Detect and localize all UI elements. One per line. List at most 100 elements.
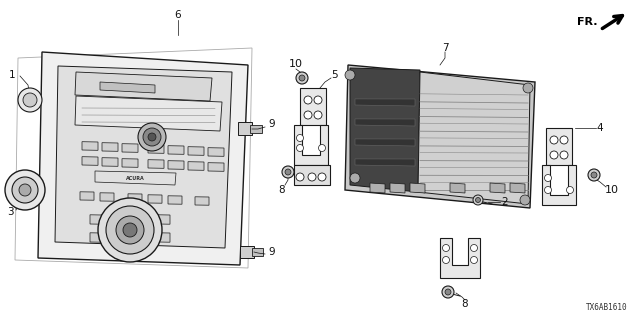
Circle shape [470, 244, 477, 252]
Circle shape [550, 136, 558, 144]
Circle shape [442, 286, 454, 298]
Circle shape [296, 173, 304, 181]
Polygon shape [188, 162, 204, 170]
Circle shape [445, 289, 451, 295]
Text: ACURA: ACURA [125, 175, 145, 180]
Polygon shape [90, 233, 102, 242]
Circle shape [319, 145, 326, 151]
Circle shape [296, 72, 308, 84]
Circle shape [296, 134, 303, 141]
Polygon shape [168, 146, 184, 154]
Polygon shape [542, 165, 576, 205]
Circle shape [545, 187, 552, 194]
Polygon shape [355, 119, 415, 126]
Polygon shape [82, 157, 98, 165]
Text: 10: 10 [605, 185, 619, 195]
Polygon shape [195, 197, 209, 205]
Polygon shape [294, 125, 328, 165]
Circle shape [442, 244, 449, 252]
Text: 5: 5 [332, 70, 339, 80]
Polygon shape [546, 128, 572, 165]
Circle shape [18, 88, 42, 112]
Text: TX6AB1610: TX6AB1610 [586, 303, 628, 312]
Text: 9: 9 [269, 119, 275, 129]
Polygon shape [90, 215, 102, 224]
Polygon shape [128, 194, 142, 202]
Text: 10: 10 [289, 59, 303, 69]
Polygon shape [55, 66, 232, 248]
Circle shape [98, 198, 162, 262]
Circle shape [345, 70, 355, 80]
Polygon shape [38, 52, 248, 265]
Circle shape [314, 96, 322, 104]
Polygon shape [410, 183, 425, 193]
Circle shape [470, 257, 477, 263]
Polygon shape [355, 139, 415, 146]
Polygon shape [418, 72, 530, 204]
Polygon shape [15, 48, 252, 268]
Polygon shape [345, 65, 535, 208]
Polygon shape [370, 183, 385, 193]
Circle shape [12, 177, 38, 203]
Circle shape [296, 145, 303, 151]
Circle shape [123, 223, 137, 237]
Polygon shape [238, 122, 252, 135]
Text: 3: 3 [6, 207, 13, 217]
Polygon shape [188, 147, 204, 155]
Circle shape [299, 75, 305, 81]
Polygon shape [75, 96, 222, 131]
Circle shape [138, 123, 166, 151]
Polygon shape [350, 68, 420, 192]
Polygon shape [390, 183, 405, 193]
Circle shape [550, 151, 558, 159]
Circle shape [304, 111, 312, 119]
Circle shape [523, 83, 533, 93]
Circle shape [318, 173, 326, 181]
Text: 7: 7 [442, 43, 448, 53]
Text: 8: 8 [461, 299, 468, 309]
Polygon shape [510, 183, 525, 193]
Circle shape [282, 166, 294, 178]
Circle shape [520, 195, 530, 205]
Polygon shape [80, 192, 94, 200]
Text: 2: 2 [502, 197, 508, 207]
Circle shape [560, 151, 568, 159]
Circle shape [143, 128, 161, 146]
Polygon shape [490, 183, 505, 193]
Polygon shape [148, 145, 164, 153]
Circle shape [442, 257, 449, 263]
Polygon shape [158, 233, 170, 242]
Polygon shape [252, 248, 263, 256]
Text: 1: 1 [9, 70, 15, 80]
Circle shape [285, 169, 291, 175]
Circle shape [5, 170, 45, 210]
Polygon shape [122, 144, 138, 152]
Circle shape [23, 93, 37, 107]
Polygon shape [102, 158, 118, 166]
Text: 9: 9 [269, 247, 275, 257]
Polygon shape [294, 165, 330, 185]
Circle shape [591, 172, 597, 178]
Circle shape [308, 173, 316, 181]
Polygon shape [100, 82, 155, 93]
Polygon shape [440, 238, 480, 278]
Circle shape [350, 173, 360, 183]
Polygon shape [122, 159, 138, 167]
Circle shape [314, 111, 322, 119]
Polygon shape [240, 246, 254, 258]
Polygon shape [355, 99, 415, 106]
Polygon shape [300, 88, 326, 125]
Polygon shape [355, 159, 415, 166]
Polygon shape [208, 148, 224, 156]
Polygon shape [100, 193, 114, 201]
Polygon shape [168, 196, 182, 204]
Circle shape [304, 96, 312, 104]
Polygon shape [168, 161, 184, 169]
Circle shape [545, 174, 552, 181]
Text: 6: 6 [175, 10, 181, 20]
Text: 4: 4 [596, 123, 604, 133]
Polygon shape [148, 160, 164, 168]
Polygon shape [95, 171, 176, 185]
Polygon shape [102, 143, 118, 151]
Circle shape [148, 133, 156, 141]
